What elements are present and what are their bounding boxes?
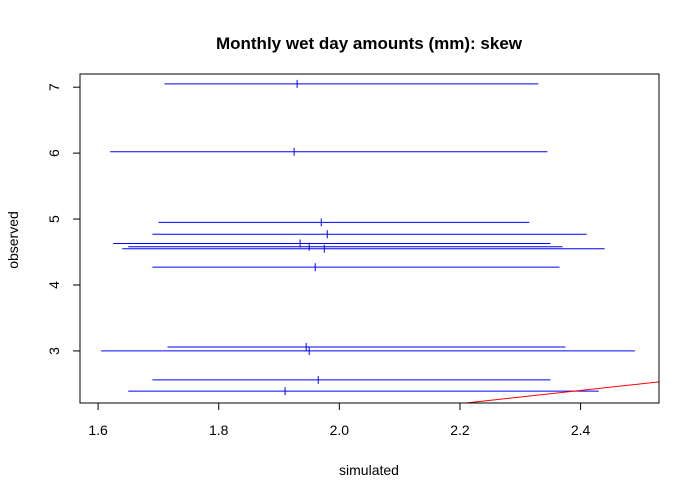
- x-tick-label-0: 1.6: [88, 422, 108, 438]
- y-axis-label: observed: [5, 211, 21, 269]
- y-tick-label-3: 6: [46, 149, 62, 157]
- x-tick-label-1: 1.8: [209, 422, 229, 438]
- plot-frame: [79, 73, 660, 404]
- series-group: [101, 79, 659, 403]
- x-axis-label: simulated: [339, 462, 399, 478]
- y-tick-label-4: 7: [46, 83, 62, 91]
- x-tick-label-2: 2.0: [330, 422, 350, 438]
- x-tick-label-4: 2.4: [571, 422, 591, 438]
- y-tick-label-1: 4: [46, 281, 62, 289]
- x-tick-label-3: 2.2: [450, 422, 470, 438]
- chart-title: Monthly wet day amounts (mm): skew: [216, 34, 523, 53]
- y-tick-label-0: 3: [46, 347, 62, 355]
- axes: 1.6 1.8 2.0 2.2 2.4 3 4 5 6 7: [46, 73, 660, 438]
- y-tick-label-2: 5: [46, 215, 62, 223]
- plot-area: [101, 79, 659, 403]
- reference-line: [461, 381, 659, 403]
